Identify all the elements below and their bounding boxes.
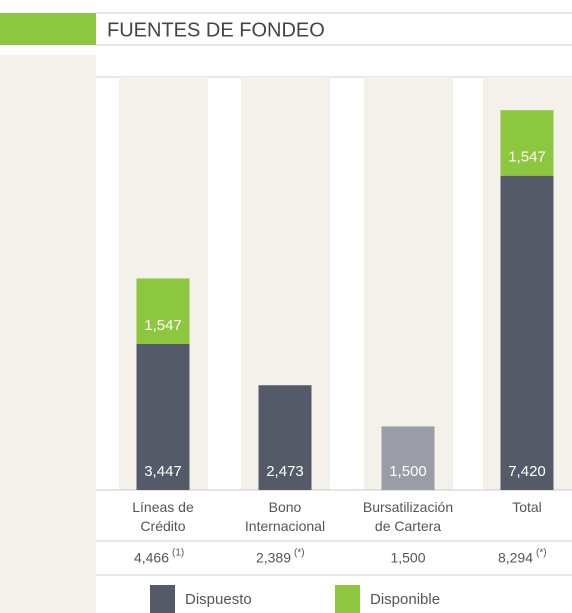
legend-swatch (335, 585, 360, 613)
value-label: 1,500 (389, 463, 427, 480)
value-label: 1,547 (144, 317, 182, 334)
x-tick-label: Total (512, 499, 542, 515)
chart-title: FUENTES DE FONDEO (107, 19, 325, 41)
bar-segment (136, 278, 190, 344)
x-tick-label: Bursatilización de Cartera (363, 499, 453, 534)
x-tick-label: Líneas de Crédito (132, 499, 194, 534)
total-note: (1) (172, 548, 184, 559)
total-label: 8,294 (498, 550, 533, 566)
column-bg (364, 77, 453, 490)
total-note: (*) (294, 548, 305, 559)
legend-label: Dispuesto (185, 591, 252, 608)
value-label: 1,547 (508, 149, 546, 166)
bar-segment (258, 385, 312, 490)
bar-segment (136, 343, 190, 490)
total-label: 1,500 (390, 550, 425, 566)
value-label: 3,447 (144, 463, 182, 480)
total-label: 4,466 (134, 550, 169, 566)
x-tick-label: Bono Internacional (245, 499, 325, 534)
side-strip (0, 55, 96, 613)
header-accent (0, 13, 96, 45)
legend-label: Disponible (370, 591, 440, 608)
total-note: (*) (536, 548, 547, 559)
value-label: 7,420 (508, 463, 546, 480)
bar-segment (500, 175, 554, 490)
legend-swatch (150, 585, 175, 613)
bar-segment (381, 426, 435, 490)
total-label: 2,389 (256, 550, 291, 566)
value-label: 2,473 (266, 463, 304, 480)
bar-segment (500, 110, 554, 176)
